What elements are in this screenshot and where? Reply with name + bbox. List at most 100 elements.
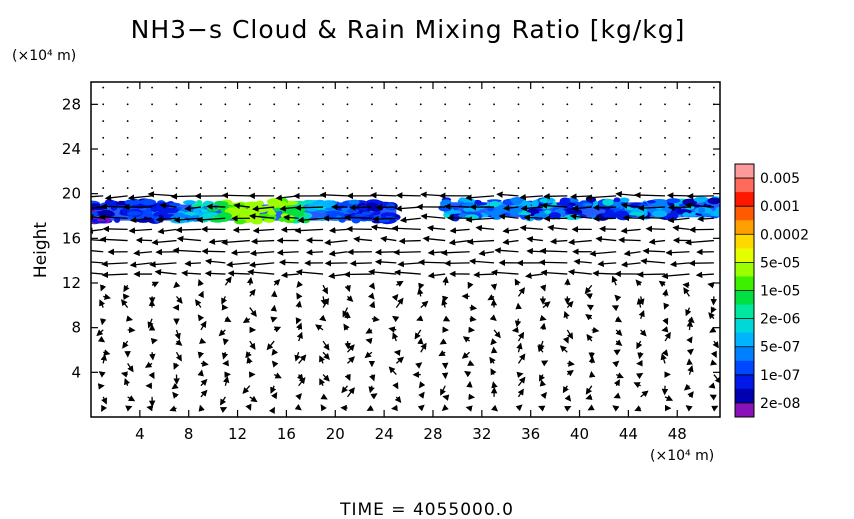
wind-vector [146, 404, 154, 412]
y-tick-label: 4 [71, 363, 81, 381]
wind-vector [233, 202, 250, 210]
cloud-cell [628, 212, 645, 216]
wind-vector [197, 279, 204, 287]
grid-dot [273, 136, 276, 139]
grid-dot [297, 136, 300, 139]
grid-dot [200, 120, 202, 122]
grid-dot [248, 170, 251, 173]
grid-dot [297, 120, 300, 122]
wind-vector [197, 369, 204, 377]
wind-vector [250, 238, 275, 245]
wind-vector [232, 226, 250, 234]
cloud-cell [272, 199, 282, 207]
wind-vector [154, 269, 177, 276]
grid-dot [688, 136, 691, 139]
wind-vector [395, 356, 405, 364]
grid-dot [346, 170, 349, 173]
wind-vector [418, 391, 425, 399]
wind-vector [613, 392, 621, 399]
wind-vector [611, 305, 619, 312]
wind-vector [184, 205, 201, 212]
wind-vector [98, 371, 106, 378]
colorbar-label: 5e-07 [760, 340, 800, 356]
cloud-cell [619, 197, 630, 203]
grid-dot [444, 120, 447, 122]
cloud-cell [206, 204, 215, 211]
wind-vector [541, 360, 549, 367]
x-tick-label: 28 [423, 425, 442, 443]
wind-vector [614, 316, 623, 323]
wind-vector [664, 394, 674, 401]
wind-vector [697, 215, 714, 223]
wind-vector [523, 214, 543, 221]
grid-dot [224, 120, 227, 122]
grid-dot [395, 103, 398, 106]
wind-vector [637, 204, 666, 212]
grid-dot [273, 153, 276, 156]
wind-vector [540, 202, 568, 209]
wind-vector [639, 329, 647, 337]
wind-vector [369, 191, 397, 199]
grid-dot [419, 170, 422, 173]
grid-dot [664, 170, 666, 173]
grid-dot [126, 187, 129, 189]
cloud-cell [315, 209, 328, 213]
cloud-cell [546, 197, 555, 203]
grid-dot [102, 136, 105, 139]
wind-vector [245, 351, 252, 359]
cloud-cell [274, 207, 282, 212]
y-axis: 4 8 12 16 20 24 28 [62, 95, 720, 381]
wind-vector [249, 249, 275, 257]
wind-vector [294, 204, 324, 211]
wind-vector [100, 284, 107, 292]
wind-vector [449, 227, 470, 234]
wind-vector [669, 260, 690, 268]
grid-dot [248, 136, 251, 139]
grid-dot [346, 136, 349, 139]
plot-area [90, 81, 721, 418]
grid-dot [712, 153, 715, 156]
cloud-cell [150, 206, 159, 212]
grid-dot [566, 170, 569, 173]
wind-vector [612, 360, 620, 368]
grid-dot [419, 120, 422, 122]
wind-vector [440, 249, 470, 256]
colorbar: 0.005 0.001 0.0002 5e-05 1e-05 2e-06 5e-07 1e-0… [734, 163, 809, 418]
wind-vector [502, 204, 519, 212]
grid-dot [688, 153, 691, 156]
wind-vector [539, 284, 547, 292]
wind-vector [519, 224, 543, 232]
grid-dot [322, 187, 324, 189]
x-tick-label: 8 [184, 425, 194, 443]
grid-dot [175, 170, 178, 173]
wind-vector [369, 301, 376, 309]
grid-dot [322, 86, 324, 89]
y-tick-label: 20 [62, 185, 81, 203]
wind-vector [566, 369, 574, 377]
wind-vector [148, 371, 155, 380]
wind-vector [707, 282, 715, 289]
wind-vector [612, 405, 620, 412]
colorbar-swatch [735, 178, 754, 193]
cloud-cell [366, 202, 379, 208]
grid-dot [151, 170, 153, 173]
wind-vector [100, 353, 107, 364]
grid-dot [248, 153, 251, 156]
cloud-cell [200, 209, 209, 213]
wind-vector [493, 329, 501, 339]
grid-dot [590, 120, 593, 122]
wind-vector [517, 388, 524, 398]
wind-vector [489, 314, 497, 322]
grid-dot [664, 120, 666, 122]
grid-dot [468, 170, 471, 173]
wind-vector [496, 191, 519, 198]
wind-vector [99, 318, 107, 326]
x-tick-label: 40 [570, 425, 589, 443]
wind-vector [125, 405, 133, 412]
wind-vector [592, 270, 617, 277]
cloud-cell [666, 198, 681, 204]
colorbar-swatch [735, 290, 754, 306]
wind-vector [347, 356, 356, 364]
cloud-cell [511, 197, 523, 205]
wind-vector [247, 268, 275, 276]
